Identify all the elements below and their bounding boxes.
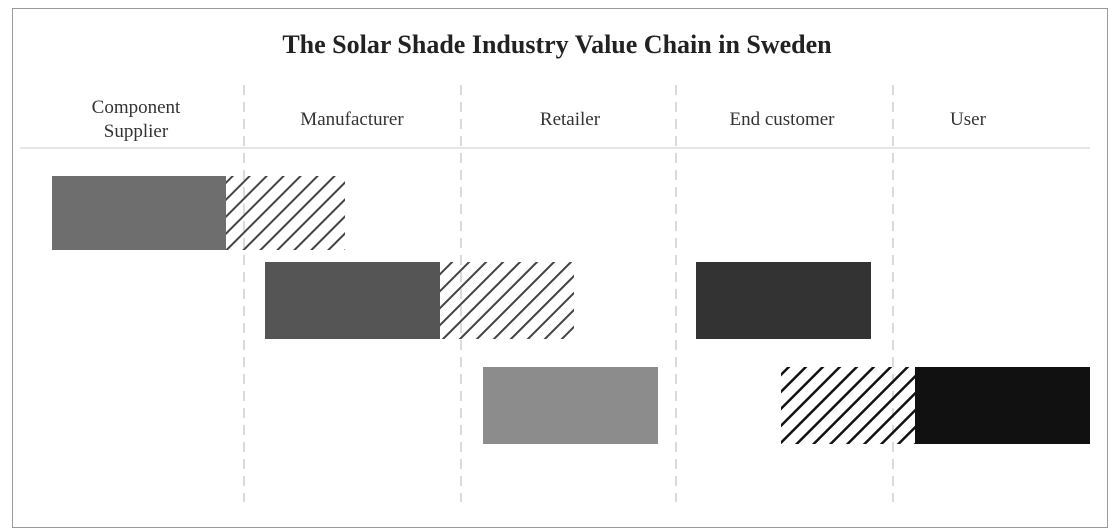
page: The Solar Shade Industry Value Chain in …: [12, 8, 1108, 528]
column-header: User: [950, 109, 986, 130]
hatched-block: [226, 176, 345, 250]
block: [265, 262, 440, 339]
block: [483, 367, 658, 444]
column-header: Manufacturer: [300, 109, 404, 130]
block: [696, 262, 871, 339]
block: [52, 176, 226, 250]
title: The Solar Shade Industry Value Chain in …: [282, 30, 832, 59]
hatched-block: [781, 367, 915, 444]
column-header: End customer: [729, 109, 835, 130]
hatched-block: [440, 262, 574, 339]
column-header: Component Supplier: [91, 97, 181, 142]
block: [915, 367, 1090, 444]
column-header: Retailer: [539, 109, 601, 130]
diagram: [20, 85, 1090, 502]
